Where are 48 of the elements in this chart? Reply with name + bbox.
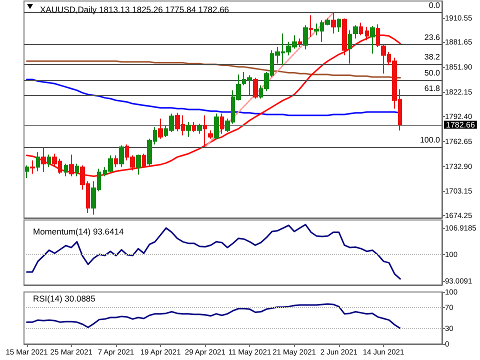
annotation: 100.0 [420,136,441,145]
candlestick [142,153,146,168]
candlestick [253,77,258,100]
chart-title: RSI(14) 30.0885 [33,294,96,304]
candlestick [203,114,207,148]
candlestick [186,122,191,138]
candlestick [220,113,224,134]
candlestick [41,146,46,173]
chart-title: XAUUSD,Daily 1813.13 1825.26 1775.84 1782.66 [40,4,230,14]
candlestick [30,160,35,174]
line-series [26,224,401,280]
candlestick [69,154,74,177]
line-series [26,60,401,79]
line-series [26,303,401,330]
annotation: 50.0 [424,68,441,78]
annotation: 38.2 [424,52,441,62]
candlestick [331,12,336,34]
annotation: 23.6 [424,32,441,42]
candlestick [208,130,213,140]
candlestick [197,123,202,134]
candlestick [114,154,118,168]
candlestick [119,144,124,168]
candlestick [158,118,163,140]
candlestick [303,24,308,50]
candlestick [348,30,352,64]
candlestick [370,26,375,54]
annotation: 61.8 [424,84,441,94]
candlestick [337,18,341,32]
line-series [26,78,401,116]
candlestick [376,24,380,48]
candlestick [47,154,51,168]
candlestick [36,152,40,172]
text: Momentum(14) 93.6414 [33,226,124,236]
line-series [26,34,401,178]
candlestick [353,24,358,40]
candlestick [214,113,219,140]
candlestick [298,38,302,48]
candlestick [309,14,313,38]
candlestick [25,164,29,178]
candlestick [136,154,141,176]
ref-line-label: 1782.66 [446,120,476,130]
candlestick [342,18,347,56]
candlestick [64,163,68,177]
annotation: 0.0 [428,1,441,10]
candlestick [359,22,363,36]
candlestick [365,26,369,41]
candlestick [75,163,79,177]
candlestick [192,122,196,133]
